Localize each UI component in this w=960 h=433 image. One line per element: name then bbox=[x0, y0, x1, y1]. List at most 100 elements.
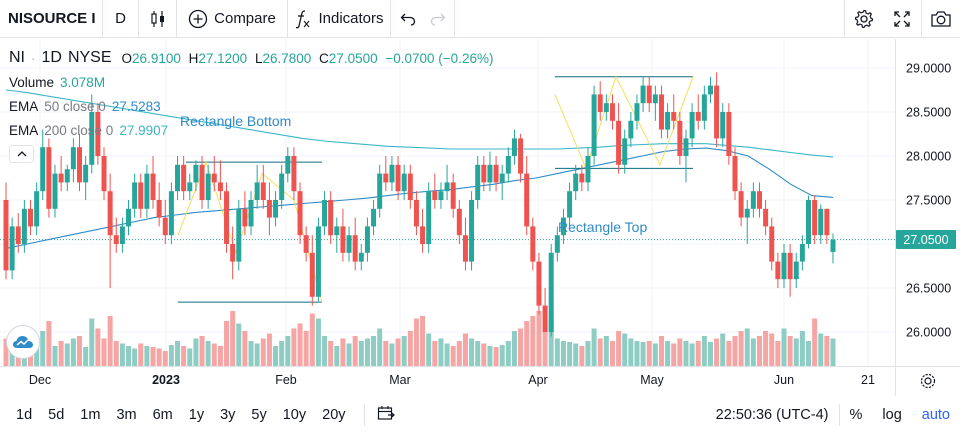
volume-bar bbox=[432, 341, 438, 366]
volume-bar bbox=[671, 343, 677, 366]
candle-body bbox=[714, 85, 720, 139]
volume-bar bbox=[175, 341, 181, 366]
candle-body bbox=[750, 191, 756, 209]
indicators-label: Indicators bbox=[318, 10, 384, 27]
candle-body bbox=[199, 164, 205, 200]
volume-bar bbox=[236, 323, 242, 366]
volume-bar bbox=[640, 342, 646, 366]
ema50-path bbox=[5, 147, 834, 249]
volume-bar bbox=[395, 338, 401, 366]
y-tick-label: 27.5000 bbox=[906, 194, 951, 208]
candle-body bbox=[548, 252, 554, 332]
candle-body bbox=[52, 173, 58, 209]
candle-body bbox=[420, 226, 426, 244]
clock-time[interactable]: 22:50:36 (UTC-4) bbox=[715, 406, 829, 423]
candle-body bbox=[217, 182, 223, 192]
candle-body bbox=[530, 226, 536, 262]
candle-body bbox=[248, 200, 254, 227]
candle-body bbox=[132, 182, 138, 209]
redo-icon[interactable] bbox=[430, 12, 446, 26]
candle-body bbox=[585, 156, 591, 183]
date-range-button[interactable] bbox=[365, 405, 407, 425]
fullscreen-button[interactable] bbox=[883, 0, 921, 38]
candle-body bbox=[371, 208, 377, 227]
legend-ema50-row[interactable]: EMA 50 close 0 27.5283 bbox=[9, 94, 493, 118]
x-tick-label: Dec bbox=[29, 373, 51, 387]
candle-body bbox=[224, 191, 230, 244]
candle-body bbox=[126, 208, 132, 227]
volume-bar bbox=[254, 343, 260, 366]
volume-bar bbox=[591, 328, 597, 366]
candle-body bbox=[358, 252, 364, 262]
range-button-3m[interactable]: 3m bbox=[116, 406, 137, 423]
range-button-1d[interactable]: 1d bbox=[16, 406, 33, 423]
volume-bar bbox=[707, 342, 713, 366]
undo-icon[interactable] bbox=[400, 12, 416, 26]
candle-body bbox=[756, 191, 762, 209]
ema50-params: 50 close 0 bbox=[44, 98, 106, 114]
ema50-value: 27.5283 bbox=[111, 98, 161, 114]
volume-bar bbox=[603, 336, 609, 366]
legend-collapse-button[interactable] bbox=[9, 145, 34, 163]
symbol-search-button[interactable]: NISOURCE I bbox=[0, 0, 103, 38]
range-button-1y[interactable]: 1y bbox=[188, 406, 205, 423]
volume-bar bbox=[634, 341, 640, 366]
ema200-path bbox=[5, 89, 834, 158]
ema200-label: EMA bbox=[9, 122, 39, 138]
range-button-6m[interactable]: 6m bbox=[152, 406, 173, 423]
candle-body bbox=[162, 217, 168, 236]
compare-button[interactable]: Compare bbox=[177, 0, 288, 38]
range-button-5y[interactable]: 5y bbox=[251, 406, 267, 423]
candle-body bbox=[407, 173, 413, 200]
candle-body bbox=[266, 200, 272, 218]
range-button-5d[interactable]: 5d bbox=[48, 406, 65, 423]
candle-body bbox=[113, 235, 119, 244]
legend-symbol: NI bbox=[9, 49, 25, 66]
change-value: −0.0700 (−0.26%) bbox=[385, 50, 494, 66]
bottom-bar: 1d 5d 1m 3m 6m 1y 3y 5y 10y 20y 22:50:36 (UTC-4) … bbox=[0, 396, 960, 433]
range-button-10y[interactable]: 10y bbox=[282, 406, 307, 423]
log-toggle[interactable]: log bbox=[882, 406, 902, 423]
volume-label: Volume bbox=[9, 74, 55, 90]
volume-bar bbox=[371, 336, 377, 366]
candle-body bbox=[824, 208, 830, 236]
candle-body bbox=[597, 94, 603, 112]
range-button-20y[interactable]: 20y bbox=[322, 406, 346, 423]
candle-body bbox=[77, 147, 83, 183]
candle-body bbox=[230, 244, 236, 262]
low-label: L bbox=[254, 50, 263, 66]
volume-bar bbox=[242, 331, 248, 366]
volume-value: 3.078M bbox=[60, 74, 106, 90]
volume-bar bbox=[475, 341, 481, 366]
candle-body bbox=[40, 147, 46, 192]
range-button-1m[interactable]: 1m bbox=[80, 406, 101, 423]
volume-bar bbox=[573, 343, 579, 366]
candle-body bbox=[763, 208, 769, 227]
candle-body bbox=[616, 120, 622, 165]
candle-body bbox=[573, 173, 579, 192]
chart-type-button[interactable] bbox=[139, 0, 177, 38]
legend-volume-row[interactable]: Volume 3.078M bbox=[9, 70, 493, 94]
volume-bar bbox=[738, 331, 744, 366]
settings-button[interactable] bbox=[845, 0, 883, 38]
screenshot-button[interactable] bbox=[922, 0, 960, 38]
percent-toggle[interactable]: % bbox=[849, 406, 863, 423]
candle-body bbox=[456, 208, 462, 236]
legend-ema200-row[interactable]: EMA 200 close 0 27.9907 bbox=[9, 118, 493, 142]
indicators-button[interactable]: Indicators bbox=[288, 0, 391, 38]
volume-bar bbox=[763, 331, 769, 366]
candle-body bbox=[107, 191, 113, 236]
volume-bar bbox=[487, 346, 493, 366]
volume-bar bbox=[266, 333, 272, 366]
candle-body bbox=[254, 182, 260, 200]
axis-settings-icon bbox=[920, 373, 936, 389]
rectangle-top-label: Rectangle Top bbox=[558, 219, 648, 235]
volume-bar bbox=[364, 338, 370, 366]
tradingview-logo[interactable] bbox=[6, 325, 40, 359]
candle-body bbox=[665, 112, 671, 130]
candle-body bbox=[628, 120, 634, 139]
volume-bar bbox=[181, 346, 187, 366]
range-button-3y[interactable]: 3y bbox=[220, 406, 236, 423]
interval-button[interactable]: D bbox=[103, 0, 139, 38]
auto-toggle[interactable]: auto bbox=[921, 406, 950, 423]
